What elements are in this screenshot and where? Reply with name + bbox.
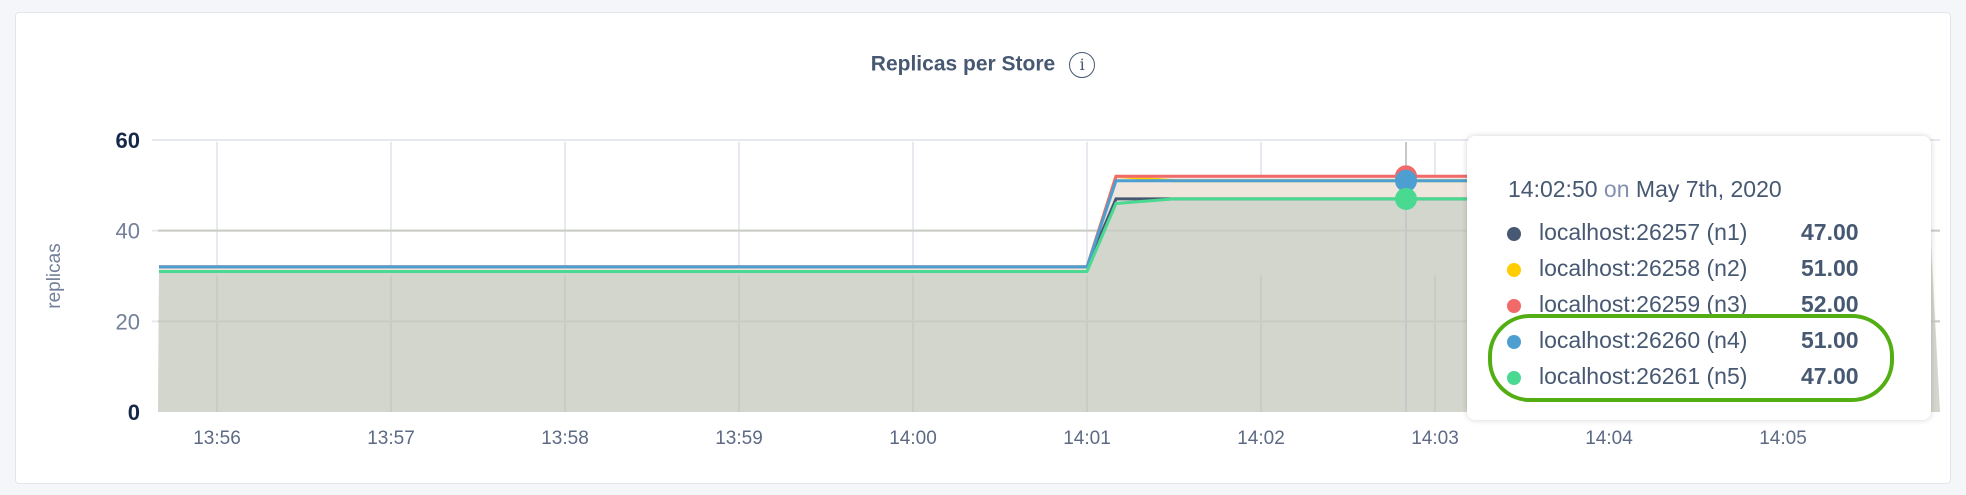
tooltip-series-name: localhost:26257 (n1)	[1539, 219, 1748, 245]
hover-marker-5	[1395, 187, 1417, 210]
y-tick-label: 60	[116, 128, 140, 153]
y-tick-label: 40	[116, 219, 140, 244]
y-tick-label: 0	[128, 400, 140, 425]
series-line-4	[159, 179, 1928, 269]
x-tick-label: 14:02	[1237, 428, 1285, 449]
x-tick-label: 13:58	[541, 428, 589, 449]
x-tick-label: 13:56	[193, 428, 241, 449]
tooltip-value: 52.00	[1801, 291, 1859, 317]
y-tick-label: 20	[116, 309, 140, 334]
chart-title-text: Replicas per Store	[870, 52, 1056, 76]
y-axis-label: replicas	[44, 243, 65, 308]
x-tick-label: 14:04	[1585, 428, 1633, 449]
legend-dot	[1507, 226, 1521, 241]
legend-dot	[1507, 262, 1521, 277]
tooltip-row: localhost:26257 (n1) 47.00	[1507, 214, 1859, 250]
tooltip-row: localhost:26260 (n4) 51.00	[1507, 322, 1859, 358]
highlight-annotation	[1488, 314, 1894, 402]
x-tick-label: 13:57	[367, 428, 415, 449]
tooltip-value: 51.00	[1801, 255, 1859, 281]
info-icon[interactable]: i	[1069, 52, 1096, 78]
x-tick-label: 13:59	[715, 428, 763, 449]
x-tick-label: 14:03	[1411, 428, 1459, 449]
x-tick-label: 14:01	[1063, 428, 1111, 449]
x-tick-label: 14:05	[1759, 428, 1807, 449]
tooltip-series-name: localhost:26258 (n2)	[1539, 255, 1748, 281]
tooltip-value: 51.00	[1801, 327, 1859, 353]
tooltip-series-name: localhost:26260 (n4)	[1539, 327, 1748, 353]
tooltip-value: 47.00	[1801, 219, 1859, 245]
tooltip-header: 14:02:50 on May 7th, 2020	[1508, 176, 1782, 203]
tooltip-value: 47.00	[1801, 363, 1859, 389]
tooltip-on: on	[1603, 176, 1630, 202]
tooltip-series-name: localhost:26259 (n3)	[1539, 291, 1748, 317]
hover-marker-4	[1395, 169, 1417, 192]
tooltip-series-name: localhost:26261 (n5)	[1539, 363, 1748, 389]
legend-dot	[1507, 298, 1521, 313]
tooltip-date: May 7th, 2020	[1635, 176, 1782, 202]
tooltip-row: localhost:26258 (n2) 51.00	[1507, 250, 1859, 286]
tooltip-time: 14:02:50	[1508, 176, 1598, 202]
chart-title: Replicas per Store i	[0, 52, 1966, 78]
series-line-5	[159, 197, 1928, 273]
tooltip-row: localhost:26259 (n3) 52.00	[1507, 286, 1859, 322]
x-tick-label: 14:00	[889, 428, 937, 449]
